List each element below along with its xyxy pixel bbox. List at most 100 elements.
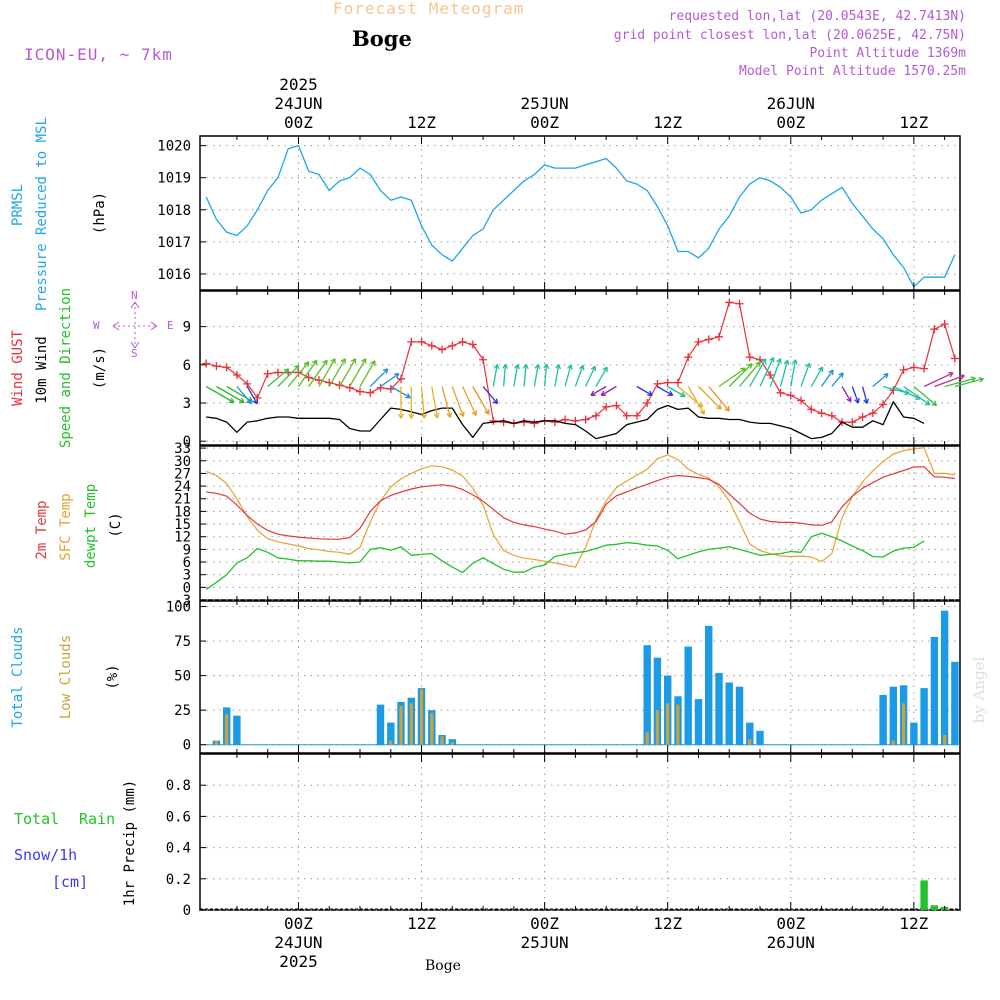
y-tick-label: 1016: [157, 267, 191, 283]
total-cloud-bar: [910, 722, 918, 745]
y-tick-label: 33: [174, 441, 191, 457]
wind-arrow: [820, 369, 834, 387]
panel-frame: [199, 600, 961, 754]
wind-arrow: [841, 386, 852, 403]
wind-arrow: [779, 359, 790, 387]
gust-marker: [591, 411, 600, 420]
wind-arrow: [513, 363, 520, 387]
y-tick-label: 30: [174, 454, 191, 470]
gust-marker: [602, 402, 611, 411]
wind-arrow: [554, 363, 562, 387]
time-label-bottom: 25JUN: [521, 933, 569, 952]
wind-arrow: [277, 364, 300, 387]
gust-marker: [909, 363, 918, 372]
gust-marker: [202, 359, 211, 368]
footer-location: Boge: [425, 958, 461, 974]
wind-unit: (m/s): [92, 346, 108, 390]
wind-arrow: [667, 385, 686, 398]
gust-marker: [725, 298, 734, 307]
y-tick-label: 9: [183, 542, 191, 558]
time-label-top: 2025: [279, 75, 318, 94]
point-altitude: Point Altitude 1369m: [809, 46, 966, 61]
total-cloud-bar: [705, 625, 713, 745]
total-cloud-bar: [879, 695, 887, 745]
chart-title: Forecast Meteogram: [333, 0, 525, 18]
wind-arrow: [246, 386, 258, 405]
gust-marker: [489, 416, 498, 425]
total-precip-label: Total: [14, 810, 60, 828]
wind-arrow: [595, 366, 608, 387]
model-altitude: Model Point Altitude 1570.25m: [739, 64, 966, 79]
wind-arrow: [759, 356, 775, 387]
gust-marker: [212, 362, 221, 371]
gust-marker: [714, 332, 723, 341]
gust-marker: [417, 337, 426, 346]
total-cloud-bar: [725, 682, 733, 745]
wind-speed-dir-label: Speed and Direction: [58, 287, 74, 449]
low-cloud-bar: [409, 703, 413, 745]
gust-marker: [612, 401, 621, 410]
y-tick-label: 0.2: [166, 872, 191, 888]
low-cloud-bar: [399, 706, 403, 745]
grid-point-coords: grid point closest lon,lat (20.0625E, 42…: [613, 28, 966, 43]
low-cloud-bar: [430, 712, 434, 745]
time-label-bottom: 00Z: [284, 914, 313, 933]
total-cloud-bar: [694, 699, 703, 745]
gust-marker: [622, 411, 631, 420]
low-cloud-bar: [645, 732, 649, 745]
wind-arrow: [408, 386, 415, 419]
time-label-bottom: 12Z: [407, 914, 436, 933]
gust-marker: [930, 325, 939, 334]
panel-frame: [199, 290, 961, 446]
wind-arrow: [369, 368, 389, 387]
wind-arrow: [328, 358, 346, 387]
low-cloud-bar: [666, 703, 670, 745]
low-cloud-bar: [419, 689, 424, 745]
pressure-line: [205, 144, 956, 288]
gust-marker: [530, 419, 539, 428]
panel-frame: [199, 445, 961, 601]
wind-arrow: [522, 363, 529, 387]
low-cloud-bar: [676, 704, 680, 745]
gust-marker: [827, 411, 836, 420]
requested-coords: requested lon,lat (20.0543E, 42.7413N): [668, 9, 966, 24]
gust-marker: [735, 299, 744, 308]
wind-arrow: [533, 363, 541, 387]
time-label-bottom: 24JUN: [274, 933, 322, 952]
temp-2m-line: [206, 466, 955, 540]
time-label-bottom: 00Z: [530, 914, 559, 933]
low-cloud-bar: [450, 741, 454, 745]
wind-arrow: [708, 386, 730, 412]
rain-bar: [930, 905, 939, 910]
time-label-bottom: 00Z: [776, 914, 805, 933]
pressure-unit: (hPa): [92, 191, 108, 235]
gust-marker: [868, 409, 877, 418]
wind-arrow: [739, 361, 761, 387]
y-tick-label: 21: [174, 492, 191, 508]
total-cloud-bar: [920, 688, 928, 745]
dewpt-label: dewpt Temp: [83, 483, 99, 569]
gust-marker: [222, 363, 231, 372]
wind-arrow: [574, 364, 585, 387]
gust-marker: [920, 364, 929, 373]
gust-marker: [448, 341, 457, 350]
total-cloud-bar: [735, 686, 744, 745]
gust-marker: [356, 387, 364, 396]
low-cloud-bar: [389, 740, 393, 745]
dewpt-line: [205, 532, 925, 591]
wind-arrow: [600, 385, 617, 396]
wind-arrow: [297, 359, 318, 387]
gust-marker: [581, 415, 590, 424]
gust-marker: [273, 368, 282, 377]
gust-marker: [335, 381, 344, 390]
wind-arrow: [267, 368, 290, 387]
time-label-top: 00Z: [776, 113, 805, 132]
wind-arrow: [923, 371, 954, 388]
wind-arrow: [431, 386, 440, 419]
wind-arrow: [462, 386, 478, 417]
total-cloud-bar: [756, 730, 764, 745]
gust-marker: [643, 399, 652, 407]
gust-marker: [366, 388, 375, 397]
prmsl-label: PRMSL: [10, 183, 26, 227]
